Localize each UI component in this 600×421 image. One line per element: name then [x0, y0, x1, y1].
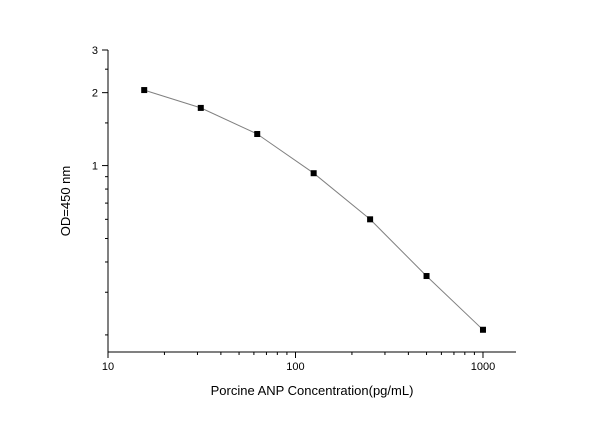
y-tick-label: 3	[92, 45, 98, 57]
y-axis-ticks: 1 2 3	[92, 45, 108, 336]
x-tick-label: 1000	[471, 361, 495, 373]
data-point	[423, 273, 430, 280]
data-point	[479, 326, 486, 333]
data-point	[141, 87, 148, 94]
data-points	[141, 87, 486, 333]
x-tick-label: 10	[102, 361, 114, 373]
x-axis-ticks: 10 100 1000	[102, 352, 495, 373]
y-axis-title: OD=450 nm	[58, 166, 73, 236]
data-point	[254, 131, 261, 138]
x-tick-label: 100	[286, 361, 304, 373]
data-point	[310, 170, 317, 177]
x-axis-title: Porcine ANP Concentration(pg/mL)	[211, 383, 414, 398]
y-tick-label: 1	[92, 161, 98, 173]
data-point	[367, 216, 374, 223]
y-tick-label: 2	[92, 88, 98, 100]
fit-curve	[144, 89, 484, 331]
fit-curve-layer	[144, 89, 484, 331]
data-point	[197, 104, 204, 111]
axes	[107, 50, 516, 353]
